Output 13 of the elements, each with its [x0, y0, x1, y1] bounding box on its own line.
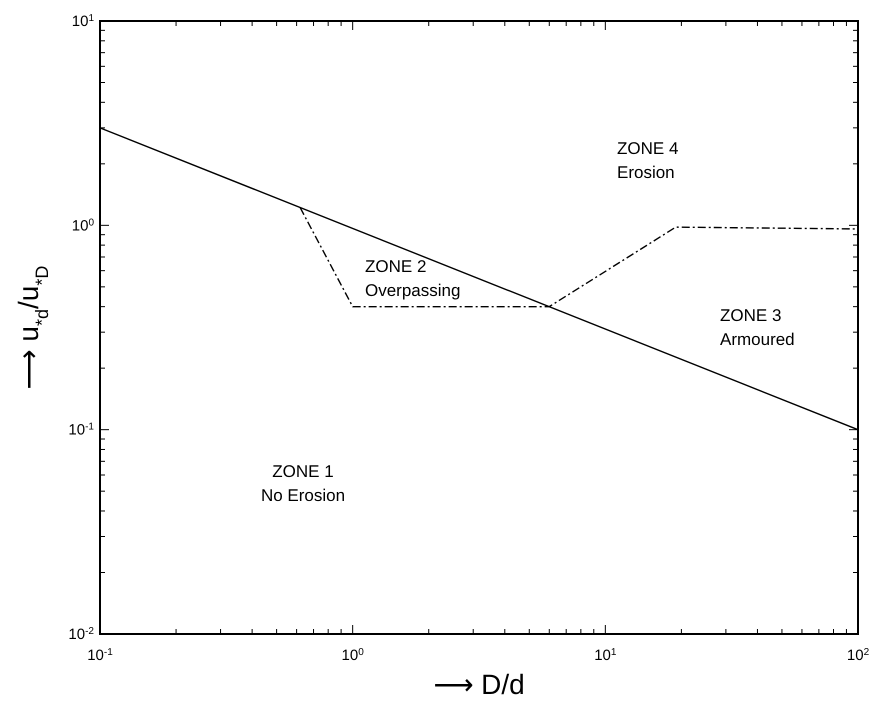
x-tick-label: 10$^{-1}$ [87, 646, 114, 664]
x-tick-label: 10$^{1}$ [594, 646, 617, 664]
x-tick-label: 10$^{0}$ [342, 646, 364, 664]
x-axis-title: ⟶ D/d [433, 669, 525, 700]
y-tick-label: 10$^{0}$ [72, 216, 94, 234]
x-tick-label: 10$^{2}$ [846, 646, 870, 664]
y-tick-label: 10$^{1}$ [72, 12, 94, 30]
annotation: ZONE 4 Erosion [617, 139, 678, 182]
y-tick-label: 10$^{-2}$ [68, 626, 94, 643]
annotation: ZONE 1 No Erosion [260, 462, 346, 505]
annotation: ZONE 2 Overpassing [365, 257, 460, 300]
annotation: ZONE 3 Armoured [720, 306, 795, 349]
y-tick-label: 10$^{-1}$ [68, 421, 94, 439]
